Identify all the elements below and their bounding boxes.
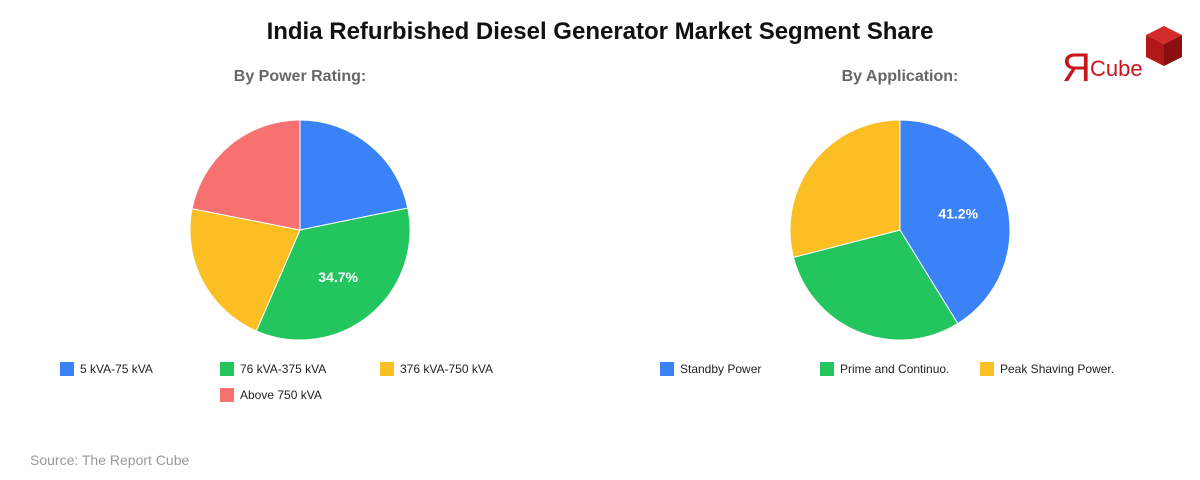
legend-item[interactable]: 5 kVA-75 kVA [60, 362, 153, 376]
legend-label: Peak Shaving Power. [1000, 362, 1115, 376]
legend-swatch [220, 388, 234, 402]
report-cube-logo: Я Cube [1060, 26, 1185, 90]
pie-slice [899, 119, 1011, 325]
legend-label: 376 kVA-750 kVA [400, 362, 493, 376]
pie-slice [189, 208, 301, 332]
chart-title: India Refurbished Diesel Generator Marke… [266, 18, 934, 45]
legend-item[interactable]: Peak Shaving Power. [980, 362, 1114, 376]
slice-data-label: 34.7% [318, 269, 358, 285]
logo-mark: Я [1062, 46, 1091, 90]
red-cube-icon [1146, 26, 1182, 66]
power-rating-pie-chart: 34.7% [189, 119, 411, 341]
legend-swatch [220, 362, 234, 376]
pie-slice [299, 119, 409, 231]
slice-data-label: 41.2% [938, 205, 978, 221]
legend-item[interactable]: Standby Power [660, 362, 761, 376]
legend-swatch [820, 362, 834, 376]
source-note: Source: The Report Cube [30, 452, 190, 468]
legend-label: Prime and Continuo. [840, 362, 950, 376]
legend-item[interactable]: 76 kVA-375 kVA [220, 362, 326, 376]
power-rating-subtitle: By Power Rating: [233, 68, 367, 85]
legend-item[interactable]: Prime and Continuo. [820, 362, 949, 376]
legend-label: Standby Power [680, 362, 762, 376]
logo-text: Cube [1090, 56, 1143, 81]
legend-label: 76 kVA-375 kVA [240, 362, 327, 376]
pie-slice [255, 207, 411, 341]
legend-swatch [980, 362, 994, 376]
pie-slice [191, 119, 301, 231]
legend-swatch [380, 362, 394, 376]
legend-swatch [60, 362, 74, 376]
legend-item[interactable]: Above 750 kVA [220, 388, 322, 402]
legend-swatch [660, 362, 674, 376]
legend-item[interactable]: 376 kVA-750 kVA [380, 362, 493, 376]
pie-slice [792, 229, 959, 341]
pie-slice [789, 119, 901, 258]
legend-label: 5 kVA-75 kVA [80, 362, 153, 376]
application-subtitle: By Application: [841, 68, 959, 85]
legend-label: Above 750 kVA [240, 388, 322, 402]
application-pie-chart: 41.2% [789, 119, 1011, 341]
